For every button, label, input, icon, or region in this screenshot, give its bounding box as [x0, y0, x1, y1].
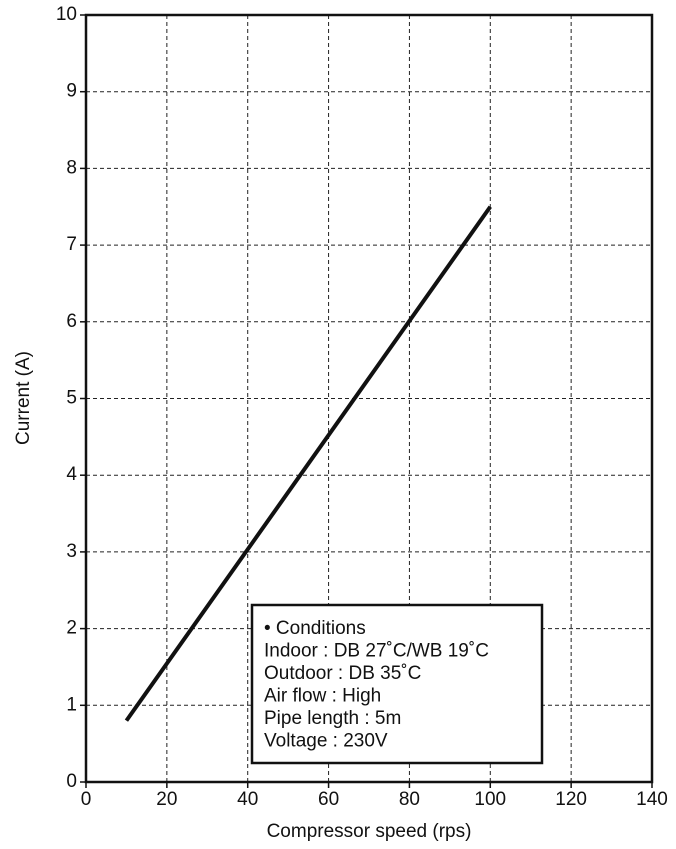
y-tick-label: 10 [56, 4, 77, 25]
annotation-line: Air flow : High [264, 686, 381, 707]
x-tick-label: 100 [474, 789, 506, 810]
x-tick-label: 80 [399, 789, 420, 810]
y-tick-label: 2 [66, 618, 77, 639]
y-tick-label: 5 [66, 388, 77, 409]
y-tick-label: 7 [66, 234, 77, 255]
x-tick-label: 20 [156, 789, 177, 810]
annotation-line: Outdoor : DB 35˚C [264, 663, 421, 684]
x-tick-label: 60 [318, 789, 339, 810]
data-line [124, 205, 492, 722]
y-tick-label: 8 [66, 157, 77, 178]
y-tick-label: 3 [66, 541, 77, 562]
annotation-line: Indoor : DB 27˚C/WB 19˚C [264, 641, 489, 662]
x-tick-label: 0 [81, 789, 92, 810]
y-tick-label: 1 [66, 694, 77, 715]
x-axis-label: Compressor speed (rps) [267, 821, 472, 842]
y-tick-label: 6 [66, 311, 77, 332]
y-tick-label: 4 [66, 464, 77, 485]
y-tick-label: 0 [66, 771, 77, 792]
x-tick-label: 40 [237, 789, 258, 810]
annotation-box [250, 603, 544, 765]
y-axis-label: Current (A) [13, 351, 34, 445]
annotation-line: Pipe length : 5m [264, 708, 401, 729]
plot-frame [84, 13, 654, 784]
y-tick-label: 9 [66, 81, 77, 102]
x-tick-label: 140 [636, 789, 668, 810]
annotation-line: Voltage : 230V [264, 731, 388, 752]
annotation-line: • Conditions [264, 618, 366, 639]
x-tick-label: 120 [555, 789, 587, 810]
